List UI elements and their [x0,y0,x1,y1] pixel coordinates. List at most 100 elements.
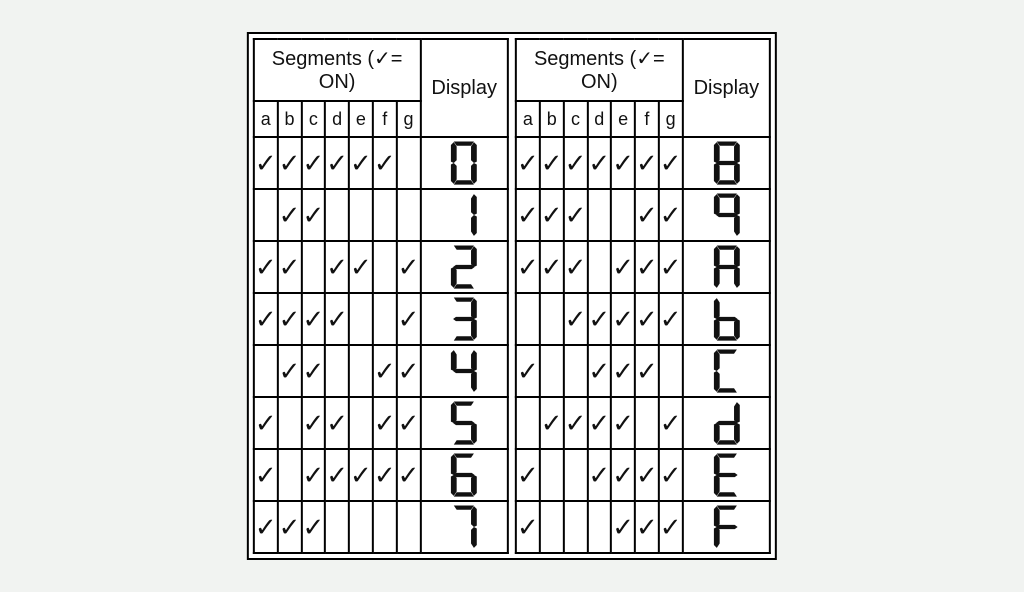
display-7 [420,501,508,553]
segment-d [454,440,474,444]
segment-d [454,284,474,288]
segment-a [454,297,474,301]
segment-b [471,506,477,527]
cell-d-e: ✓ [611,397,635,449]
cell-1-a [254,189,278,241]
cell-3-g: ✓ [397,293,421,345]
cell-A-d [587,241,611,293]
segment-d [454,388,474,392]
segment-b [734,298,740,319]
segment-d [454,336,474,340]
segment-c [471,527,477,548]
segment-c [734,527,740,548]
segment-f [713,454,719,475]
cell-C-b [540,345,564,397]
cell-3-d: ✓ [325,293,349,345]
cell-7-c: ✓ [301,501,325,553]
segment-d [716,284,736,288]
segment-c [734,319,740,340]
cell-F-e: ✓ [611,501,635,553]
col-e: e [349,101,373,137]
segment-f [451,142,457,163]
segment-d [454,492,474,496]
segment-a [716,349,736,353]
cell-4-e [349,345,373,397]
cell-4-a [254,345,278,397]
cell-6-a: ✓ [254,449,278,501]
cell-E-e: ✓ [611,449,635,501]
cell-A-f: ✓ [635,241,659,293]
cell-C-d: ✓ [587,345,611,397]
cell-4-b: ✓ [278,345,302,397]
segment-f [451,506,457,527]
cell-9-d [587,189,611,241]
col-f: f [635,101,659,137]
segment-b [471,246,477,267]
cell-E-f: ✓ [635,449,659,501]
segment-f [451,194,457,215]
display-6 [420,449,508,501]
segment-b [734,402,740,423]
row-2: ✓✓✓✓✓ [254,241,508,293]
segment-f [713,246,719,267]
segment-e [713,163,719,184]
segment-g [453,421,475,425]
cell-E-g: ✓ [659,449,683,501]
cell-2-c [301,241,325,293]
segment-e [451,319,457,340]
segment-c [734,475,740,496]
cell-4-d [325,345,349,397]
segment-a [454,193,474,197]
segment-b [471,298,477,319]
display-d [683,397,771,449]
row-C: ✓✓✓✓ [516,345,770,397]
segment-d [716,440,736,444]
row-A: ✓✓✓✓✓✓ [516,241,770,293]
display-F [683,501,771,553]
row-F: ✓✓✓✓ [516,501,770,553]
segment-f [713,402,719,423]
segment-c [471,423,477,444]
display-C [683,345,771,397]
row-b: ✓✓✓✓✓ [516,293,770,345]
segment-g [453,265,475,269]
row-1: ✓✓ [254,189,508,241]
segment-e [451,371,457,392]
cell-2-f [373,241,397,293]
cell-5-b [278,397,302,449]
cell-A-g: ✓ [659,241,683,293]
segment-a [716,401,736,405]
cell-d-g: ✓ [659,397,683,449]
cell-8-b: ✓ [540,137,564,189]
cell-2-b: ✓ [278,241,302,293]
cell-b-e: ✓ [611,293,635,345]
display-header: Display [683,39,771,137]
cell-6-e: ✓ [349,449,373,501]
segment-f [451,298,457,319]
cell-5-e [349,397,373,449]
cell-4-f: ✓ [373,345,397,397]
segment-a [454,141,474,145]
segment-e [713,215,719,236]
segment-a [716,505,736,509]
segment-c [734,215,740,236]
row-9: ✓✓✓✓✓ [516,189,770,241]
cell-9-g: ✓ [659,189,683,241]
segment-truth-table: Segments (✓= ON)Displayabcdefg✓✓✓✓✓✓✓✓✓✓… [247,32,777,560]
segment-d [454,544,474,548]
col-g: g [397,101,421,137]
segment-e [713,319,719,340]
segment-a [716,297,736,301]
cell-5-a: ✓ [254,397,278,449]
cell-7-e [349,501,373,553]
cell-d-a [516,397,540,449]
segment-g [716,161,738,165]
segment-b [471,454,477,475]
cell-7-a: ✓ [254,501,278,553]
segment-e [451,163,457,184]
cell-8-g: ✓ [659,137,683,189]
segment-d [716,180,736,184]
segment-g [716,317,738,321]
segment-e [713,527,719,548]
col-c: c [301,101,325,137]
